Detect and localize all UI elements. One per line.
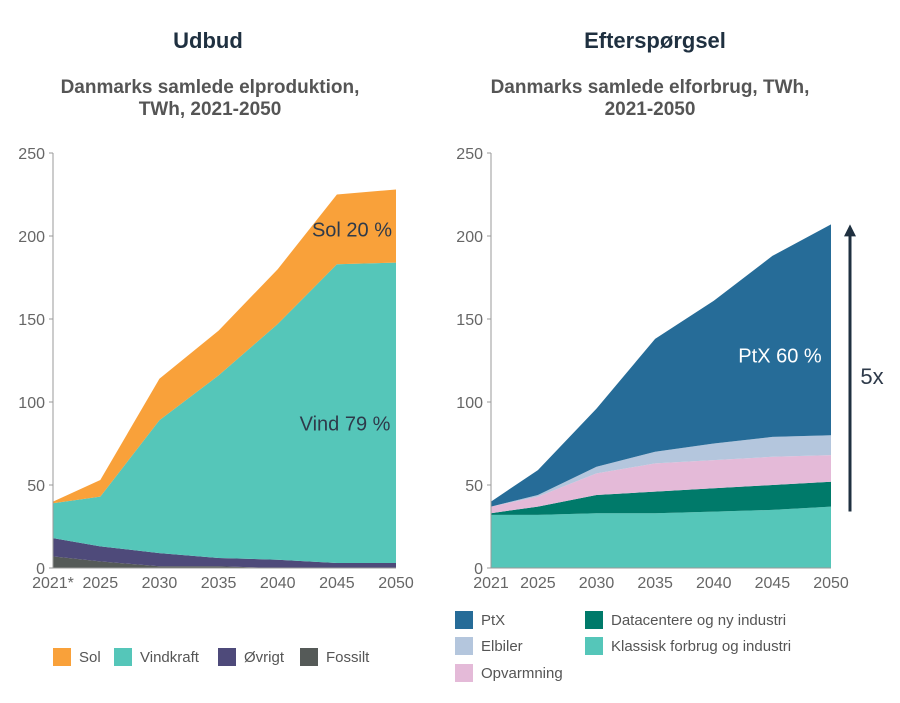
left-heading: Udbud bbox=[173, 28, 243, 53]
left-subtitle: Danmarks samlede elproduktion, TWh, 2021… bbox=[20, 77, 400, 121]
consumption-y-tick-label: 150 bbox=[456, 312, 483, 329]
right-subtitle-line2: 2021-2050 bbox=[604, 99, 696, 120]
production-area-vindkraft bbox=[53, 262, 396, 563]
production-x-tick-label: 2025 bbox=[83, 575, 119, 592]
consumption-y-tick-label: 0 bbox=[474, 561, 483, 578]
consumption-area-elbiler bbox=[491, 435, 831, 507]
consumption-area-ptx bbox=[491, 224, 831, 507]
legend-label-vindkraft: Vindkraft bbox=[140, 648, 199, 666]
annotation-growth-factor: 5x bbox=[860, 364, 883, 389]
production-area-sol bbox=[53, 189, 396, 504]
growth-arrow-head-icon bbox=[844, 224, 856, 237]
left-subtitle-line2: TWh, 2021-2050 bbox=[138, 99, 282, 120]
consumption-x-tick-label: 2021 bbox=[473, 575, 509, 592]
production-x-tick-label: 2021* bbox=[32, 575, 74, 592]
consumption-x-tick-label: 2030 bbox=[579, 575, 615, 592]
legend-swatch-elbiler bbox=[455, 637, 473, 655]
production-x-tick-label: 2040 bbox=[260, 575, 296, 592]
production-area-fossilt bbox=[53, 556, 396, 568]
consumption-y-tick-label: 200 bbox=[456, 229, 483, 246]
legend-label-opvarmning: Opvarmning bbox=[481, 664, 563, 682]
consumption-x-tick-label: 2035 bbox=[637, 575, 673, 592]
production-x-tick-label: 2035 bbox=[201, 575, 237, 592]
legend-label-fossilt: Fossilt bbox=[326, 648, 370, 666]
production-y-tick-label: 50 bbox=[27, 478, 45, 495]
production-area-chart: 0 50 100 150 200 250 2021* 2025 2030 2035 2040 2045… bbox=[18, 146, 414, 592]
legend-label-klassisk: Klassisk forbrug og industri bbox=[611, 637, 792, 655]
consumption-x-tick-label: 2040 bbox=[696, 575, 732, 592]
legend-swatch-opvarmning bbox=[455, 664, 473, 682]
production-y-tick-label: 100 bbox=[18, 395, 45, 412]
annotation-vind-share: Vind 79 % bbox=[300, 414, 391, 436]
production-y-tick-label: 250 bbox=[18, 146, 45, 163]
legend-item-elbiler: Elbiler bbox=[455, 637, 523, 655]
production-x-tick-label: 2050 bbox=[378, 575, 414, 592]
annotation-ptx-share: PtX 60 % bbox=[738, 346, 822, 368]
legend-item-sol: Sol bbox=[53, 648, 101, 666]
legend-swatch-ptx bbox=[455, 611, 473, 629]
legend-label-elbiler: Elbiler bbox=[481, 637, 523, 655]
consumption-area-datacentere-og-ny-industri bbox=[491, 481, 831, 515]
production-x-tick-label: 2030 bbox=[142, 575, 178, 592]
production-x-tick-label: 2045 bbox=[319, 575, 355, 592]
production-area-ovrigt bbox=[53, 538, 396, 568]
legend-swatch-ovrigt bbox=[218, 648, 236, 666]
consumption-y-tick-label: 250 bbox=[456, 146, 483, 163]
production-y-tick-label: 0 bbox=[36, 561, 45, 578]
annotation-sol-share: Sol 20 % bbox=[312, 219, 392, 241]
legend-item-vindkraft: Vindkraft bbox=[114, 648, 199, 666]
legend-swatch-fossilt bbox=[300, 648, 318, 666]
legend-swatch-datacentere bbox=[585, 611, 603, 629]
legend-swatch-vindkraft bbox=[114, 648, 132, 666]
right-subtitle-line1: Danmarks samlede elforbrug, TWh, bbox=[490, 77, 810, 98]
legend-label-ptx: PtX bbox=[481, 611, 506, 629]
consumption-area-opvarmning bbox=[491, 455, 831, 514]
consumption-y-tick-label: 50 bbox=[465, 478, 483, 495]
left-subtitle-line1: Danmarks samlede elproduktion, bbox=[60, 77, 360, 98]
consumption-x-tick-label: 2050 bbox=[813, 575, 849, 592]
legend-label-datacentere: Datacentere og ny industri bbox=[611, 611, 787, 629]
consumption-x-tick-label: 2045 bbox=[755, 575, 791, 592]
legend-swatch-klassisk bbox=[585, 637, 603, 655]
legend-item-fossilt: Fossilt bbox=[300, 648, 369, 666]
legend-item-datacentere: Datacentere og ny industri bbox=[585, 611, 786, 629]
consumption-y-tick-label: 100 bbox=[456, 395, 483, 412]
legend-item-klassisk: Klassisk forbrug og industri bbox=[585, 637, 791, 655]
legend-label-sol: Sol bbox=[79, 648, 101, 666]
right-subtitle: Danmarks samlede elforbrug, TWh, 2021-20… bbox=[450, 77, 850, 121]
production-y-tick-label: 150 bbox=[18, 312, 45, 329]
legend-item-ovrigt: Øvrigt bbox=[218, 648, 284, 666]
consumption-x-tick-label: 2025 bbox=[520, 575, 556, 592]
consumption-area-chart: 0 50 100 150 200 250 2021 2025 2030 2035 2040 2045 2… bbox=[456, 146, 883, 592]
consumption-area-klassisk-forbrug-og-industri bbox=[491, 506, 831, 568]
right-heading: Efterspørgsel bbox=[584, 28, 726, 53]
legend-item-ptx: PtX bbox=[455, 611, 505, 629]
legend-swatch-sol bbox=[53, 648, 71, 666]
legend-item-opvarmning: Opvarmning bbox=[455, 664, 563, 682]
legend-label-ovrigt: Øvrigt bbox=[244, 648, 285, 666]
production-y-tick-label: 200 bbox=[18, 229, 45, 246]
